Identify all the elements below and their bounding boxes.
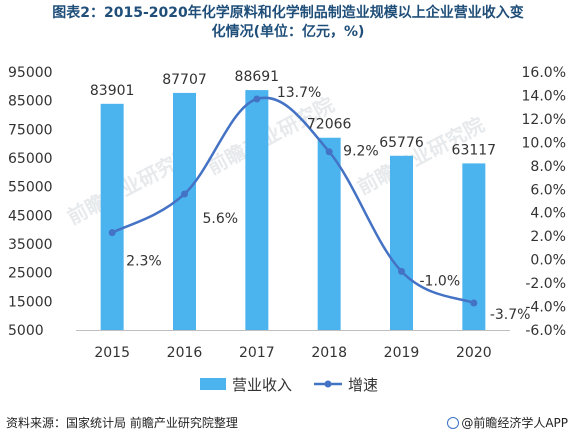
growth-value-label: -3.7% — [490, 307, 531, 323]
right-axis-tick-label: -2.0% — [525, 276, 566, 292]
bar-2019 — [390, 155, 413, 330]
growth-value-label: -1.0% — [420, 273, 461, 289]
brand-logo-icon — [447, 417, 460, 429]
growth-point-2020 — [470, 299, 478, 307]
right-axis-tick-label: 4.0% — [530, 206, 566, 222]
chart-title-line-1: 图表2：2015-2020年化学原料和化学制品制造业规模以上企业营业收入变 — [52, 5, 524, 21]
bar-2016 — [173, 92, 196, 330]
left-axis-tick-label: 35000 — [8, 237, 53, 253]
growth-value-label: 5.6% — [203, 211, 239, 227]
bar-value-label: 65776 — [379, 135, 424, 151]
chart-title-line-2: 化情况(单位：亿元，%) — [211, 24, 365, 40]
legend-swatch-bar — [200, 378, 226, 390]
left-axis-tick-label: 75000 — [8, 122, 53, 138]
x-axis-tick-label: 2018 — [311, 345, 347, 361]
bar-2017 — [245, 90, 269, 330]
legend-marker-line — [324, 380, 332, 388]
right-axis-tick-label: 6.0% — [530, 182, 566, 198]
left-axis-tick-label: 95000 — [8, 65, 53, 81]
left-axis-tick-label: 85000 — [8, 94, 53, 110]
right-axis-tick-label: 14.0% — [522, 88, 566, 104]
bar-value-label: 72066 — [307, 117, 352, 133]
growth-point-2017 — [253, 95, 261, 103]
left-axis-tick-label: 55000 — [8, 180, 53, 196]
chart-title: 图表2：2015-2020年化学原料和化学制品制造业规模以上企业营业收入变 化情… — [0, 4, 576, 42]
growth-value-label: 13.7% — [277, 85, 321, 101]
left-axis-tick-label: 25000 — [8, 266, 53, 282]
right-axis-tick-label: 10.0% — [522, 135, 566, 151]
bar-value-label: 87707 — [162, 72, 207, 88]
left-axis-tick-label: 15000 — [8, 294, 53, 310]
x-axis-tick-label: 2016 — [167, 345, 203, 361]
x-axis-tick-label: 2017 — [239, 345, 275, 361]
right-axis-tick-label: 16.0% — [522, 65, 566, 81]
bar-2018 — [317, 137, 341, 330]
legend-label-line: 增速 — [348, 376, 378, 394]
growth-value-label: 9.2% — [343, 144, 379, 160]
growth-point-2016 — [181, 190, 188, 198]
right-axis-tick-label: 0.0% — [530, 253, 566, 269]
source-note: 资料来源：国家统计局 前瞻产业研究院整理 — [6, 416, 238, 430]
growth-point-2019 — [398, 267, 405, 275]
x-axis-tick-label: 2020 — [456, 345, 492, 361]
growth-rate-line — [111, 96, 475, 305]
right-axis-tick-label: 8.0% — [530, 159, 566, 175]
right-axis-tick-label: 12.0% — [522, 112, 566, 128]
brand-text: @前瞻经济学人APP — [461, 416, 568, 430]
bar-value-label: 88691 — [235, 69, 280, 85]
x-axis-tick-label: 2019 — [384, 345, 420, 361]
left-axis-tick-label: 65000 — [8, 151, 53, 167]
legend-label-bar: 营业收入 — [232, 376, 292, 394]
growth-value-label: 2.3% — [126, 254, 162, 270]
left-axis-tick-label: 45000 — [8, 208, 53, 224]
brand-credit: @前瞻经济学人APP — [447, 414, 568, 431]
bar-2020 — [462, 163, 486, 330]
right-axis-tick-label: 2.0% — [530, 229, 566, 245]
growth-point-2018 — [325, 148, 333, 156]
bar-value-label: 83901 — [90, 83, 135, 99]
growth-point-2015 — [108, 229, 116, 237]
right-axis-tick-label: -6.0% — [525, 323, 566, 339]
bar-2015 — [100, 103, 124, 330]
bar-value-label: 63117 — [452, 142, 497, 158]
right-axis-tick-label: -4.0% — [525, 300, 566, 316]
left-axis-tick-label: 5000 — [8, 323, 44, 339]
x-axis-tick-label: 2015 — [94, 345, 130, 361]
